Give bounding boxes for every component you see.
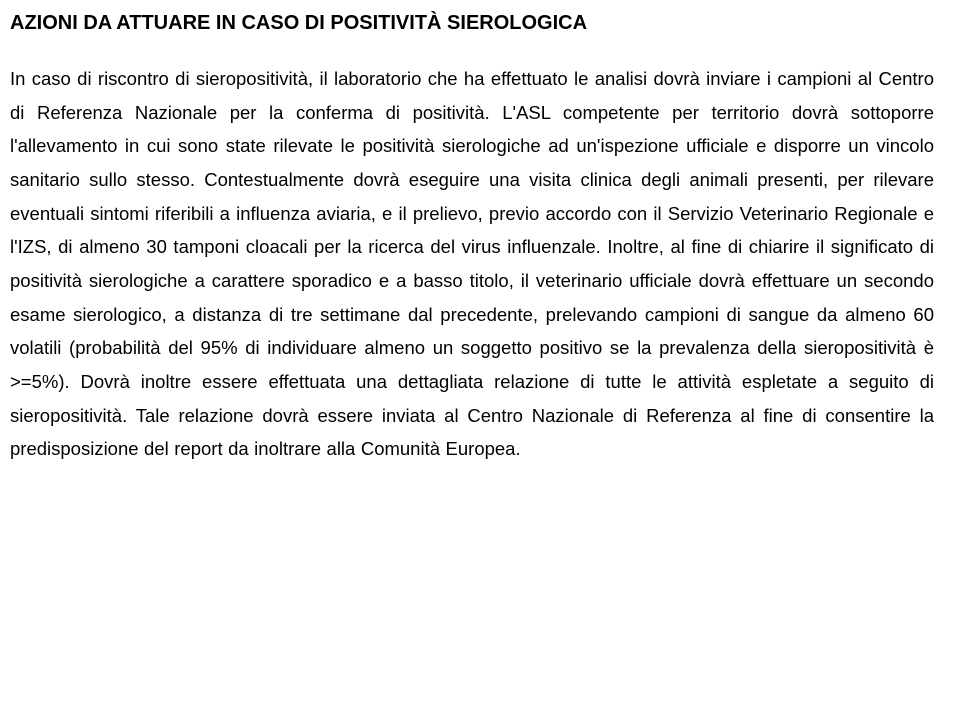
document-body: In caso di riscontro di sieropositività,… <box>10 62 934 466</box>
document-title: AZIONI DA ATTUARE IN CASO DI POSITIVITÀ … <box>10 10 934 36</box>
document-page: AZIONI DA ATTUARE IN CASO DI POSITIVITÀ … <box>0 0 960 486</box>
